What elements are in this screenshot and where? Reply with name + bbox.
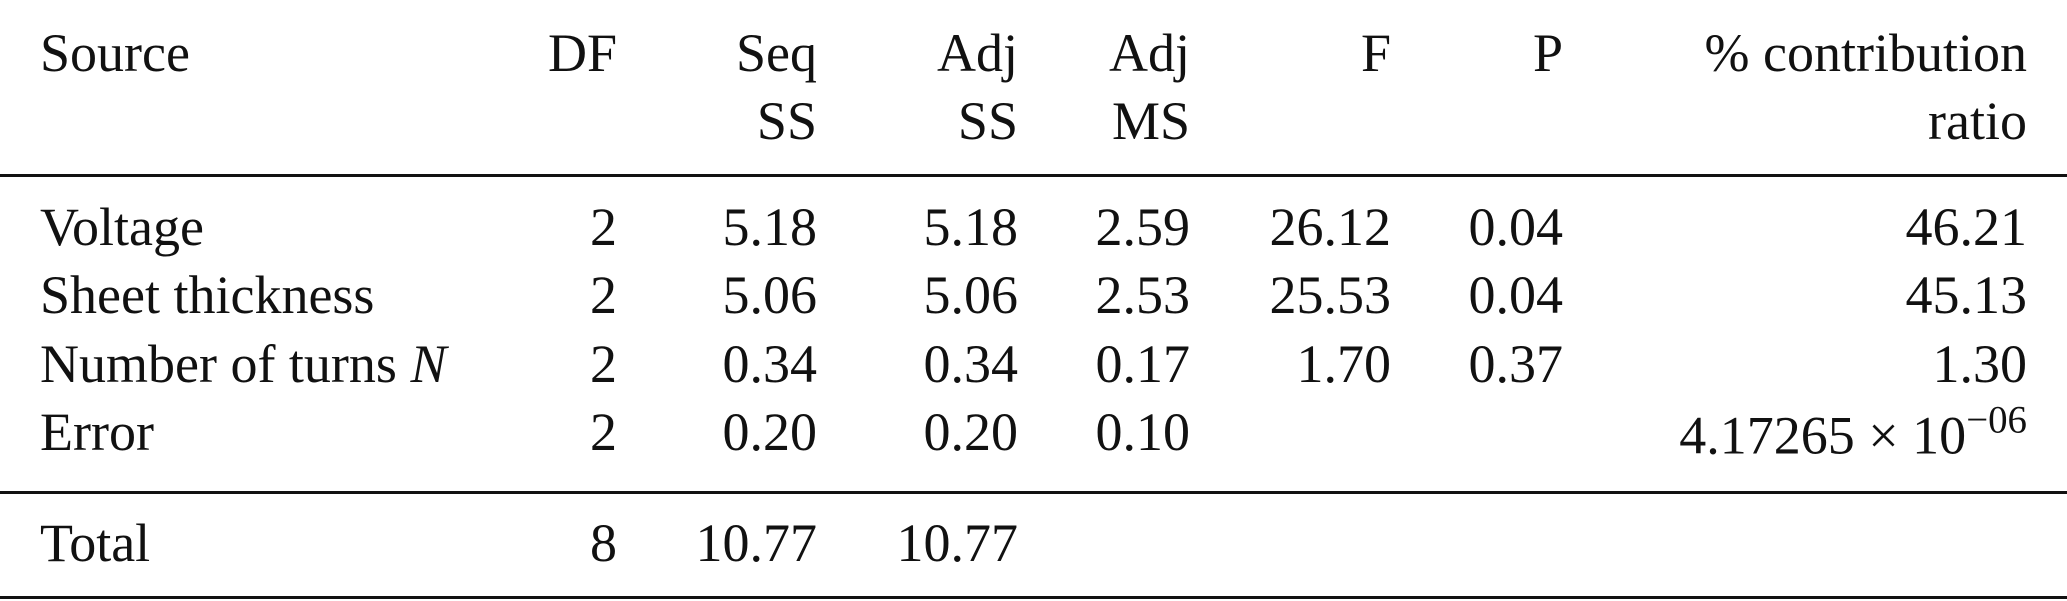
row-label: Number of turns N: [40, 337, 446, 391]
table-cell: 46.21: [1905, 197, 2028, 257]
column-header: Adj: [1109, 23, 1190, 83]
table-cell: 0.20: [722, 402, 818, 462]
row-label: Total: [40, 513, 151, 573]
table-cell: 2.53: [1095, 265, 1191, 325]
row-label: Error: [40, 402, 154, 462]
table-cell: 5.18: [722, 197, 818, 257]
table-cell: 8: [590, 513, 617, 573]
total-rule: [0, 491, 2067, 494]
table-cell: 2: [590, 402, 617, 462]
table-cell: 1.70: [1296, 334, 1392, 394]
table-cell-sup: −06: [1966, 398, 2027, 442]
bottom-rule: [0, 596, 2067, 599]
table-cell: 26.12: [1269, 197, 1392, 257]
column-header: % contribution: [1704, 23, 2027, 83]
column-header: SS: [957, 91, 1018, 151]
table-cell: 5.06: [722, 265, 818, 325]
table-cell: 0.04: [1468, 197, 1564, 257]
table-cell-base: 4.17265 × 10: [1679, 405, 1967, 466]
column-header: Source: [40, 23, 190, 83]
table-cell: 1.30: [1932, 334, 2028, 394]
table-cell: 10.77: [695, 513, 818, 573]
table-cell: 0.04: [1468, 265, 1564, 325]
column-header: Seq: [736, 23, 817, 83]
column-header: Adj: [937, 23, 1018, 83]
row-label: Voltage: [40, 197, 204, 257]
table-cell: 25.53: [1269, 265, 1392, 325]
column-header: F: [1360, 23, 1391, 83]
column-header: SS: [756, 91, 817, 151]
table-cell: 0.20: [923, 402, 1019, 462]
row-label: Sheet thickness: [40, 265, 375, 325]
row-label-italic: N: [410, 334, 447, 394]
table-cell: 0.17: [1095, 334, 1191, 394]
table-cell: 2: [590, 334, 617, 394]
table-cell: 0.34: [722, 334, 818, 394]
table-cell: 2: [590, 197, 617, 257]
column-header: DF: [547, 23, 617, 83]
table-cell: 4.17265 × 10−06: [1679, 398, 2027, 462]
table-cell: 5.18: [923, 197, 1019, 257]
table-cell: 45.13: [1905, 265, 2028, 325]
column-header: ratio: [1928, 91, 2027, 151]
table-cell: 10.77: [896, 513, 1019, 573]
table-cell: 0.34: [923, 334, 1019, 394]
header-rule: [0, 174, 2067, 177]
table-cell: 0.10: [1095, 402, 1191, 462]
column-header: P: [1532, 23, 1563, 83]
table-cell: 2.59: [1095, 197, 1191, 257]
column-header: MS: [1111, 91, 1190, 151]
row-label-text: Number of turns: [40, 334, 397, 394]
table-cell: 5.06: [923, 265, 1019, 325]
table-cell: 0.37: [1468, 334, 1564, 394]
table-cell: 2: [590, 265, 617, 325]
